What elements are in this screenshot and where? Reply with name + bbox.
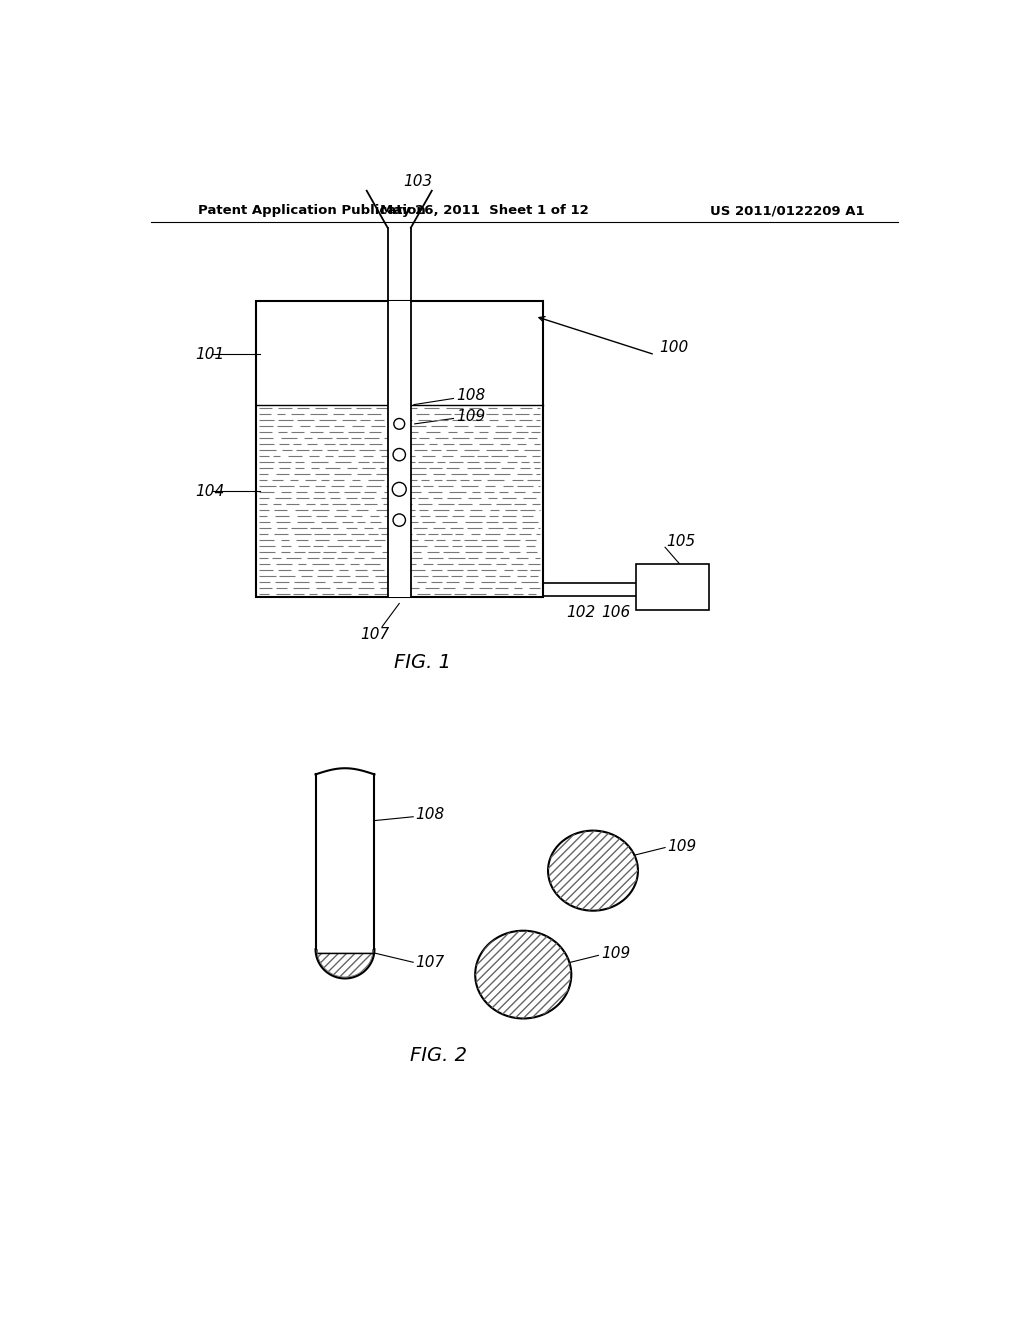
Text: 109: 109 (456, 409, 485, 424)
Bar (388, 301, 411, 598)
Ellipse shape (475, 931, 571, 1019)
Text: 105: 105 (667, 533, 695, 549)
Text: US 2011/0122209 A1: US 2011/0122209 A1 (710, 205, 864, 218)
Text: 109: 109 (601, 946, 630, 961)
Text: 103: 103 (403, 174, 432, 189)
Text: Patent Application Publication: Patent Application Publication (198, 205, 426, 218)
Text: 104: 104 (196, 484, 224, 499)
Text: May 26, 2011  Sheet 1 of 12: May 26, 2011 Sheet 1 of 12 (380, 205, 589, 218)
Text: FIG. 2: FIG. 2 (410, 1045, 467, 1065)
Polygon shape (317, 949, 373, 977)
Text: 108: 108 (456, 388, 485, 403)
Text: 102: 102 (566, 605, 595, 620)
Text: 107: 107 (416, 954, 444, 970)
Text: 107: 107 (360, 627, 390, 642)
Bar (636, 564, 710, 610)
Text: 106: 106 (601, 605, 630, 620)
Ellipse shape (548, 830, 638, 911)
Text: FIG. 1: FIG. 1 (394, 653, 451, 672)
Text: 101: 101 (196, 347, 224, 362)
Text: 108: 108 (416, 807, 444, 822)
Bar (256, 301, 543, 598)
Text: 100: 100 (658, 339, 688, 355)
Text: 109: 109 (668, 838, 696, 854)
